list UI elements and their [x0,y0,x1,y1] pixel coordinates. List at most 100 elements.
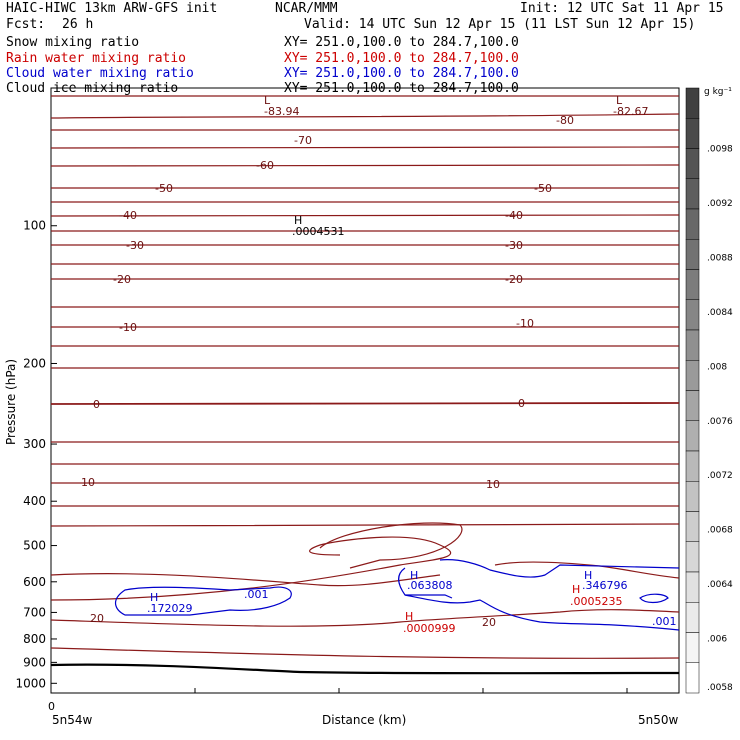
field-snow-name: Snow mixing ratio [6,35,140,50]
colorbar-segment [685,360,700,391]
temp-label: -50 [155,182,173,195]
temp-label: -20 [113,273,131,286]
temp-label: -60 [256,159,274,172]
colorbar-unit: g kg⁻¹ [704,87,732,97]
colorbar-segment [685,118,700,149]
colorbar-segment [685,329,700,361]
colorbar-segment [685,208,700,240]
contour-line [50,402,680,405]
temp-label: -30 [505,239,523,252]
colorbar-segment [685,178,700,210]
snow-max-label: .0004531 [292,225,345,238]
y-tick-label: 1000 [15,676,46,690]
colorbar-segment [685,662,700,694]
y-tick-label: 200 [23,356,46,370]
colorbar-segment [685,602,700,633]
x-axis-title: Distance (km) [322,713,406,727]
org-label: NCAR/MMM [275,1,338,16]
terrain-line [50,663,680,675]
cloud-contour [439,559,680,578]
colorbar-label: .0084 [707,308,733,318]
temp-label: -83.94 [264,105,299,118]
plot-frame [50,87,680,694]
cloud-max-label: .063808 [407,579,453,592]
temperature-contours [50,95,680,659]
contour-line [50,113,680,119]
y-tick-label: 700 [23,605,46,619]
field-snow-xy: XY= 251.0,100.0 to 284.7,100.0 [284,35,519,50]
colorbar: .0098 .0092 .0088 .0084 .008 .0076 .0072 .0068.… [685,87,733,694]
field-rain-xy: XY= 251.0,100.0 to 284.7,100.0 [284,51,519,66]
field-cloudwater-name: Cloud water mixing ratio [6,66,194,81]
contour-line [50,573,441,587]
low-marker: L [264,94,271,107]
colorbar-segment [685,450,700,482]
colorbar-segment [685,481,700,512]
colorbar-label: .0076 [707,417,733,427]
contour-line [50,164,680,167]
y-tick-label: 600 [23,575,46,589]
y-tick-label: 800 [23,632,46,646]
y-axis-title: Pressure (hPa) [4,359,18,445]
cloud-contour [639,593,669,604]
rain-max-label: .0005235 [570,595,623,608]
field-annotations: H .0004531 H .172029 H .063808 H .346796… [147,214,677,635]
colorbar-label: .0064 [707,580,733,590]
cloud-contour [115,586,292,616]
cloud-contour-label: .001 [244,588,269,601]
colorbar-label: .0092 [707,199,733,209]
high-marker: H [584,569,592,582]
colorbar-segment [685,571,700,603]
contour-line [50,523,680,527]
temp-label: -80 [556,114,574,127]
temp-label: -30 [126,239,144,252]
y-tick-label: 900 [23,655,46,669]
field-cloudwater-xy: XY= 251.0,100.0 to 284.7,100.0 [284,66,519,81]
y-tick-label: 100 [23,219,46,233]
colorbar-label: .0068 [707,526,733,536]
temp-label: -50 [534,182,552,195]
colorbar-label: .006 [707,635,727,645]
colorbar-segment [685,87,700,119]
high-marker: H [410,569,418,582]
low-marker: L [616,94,623,107]
temp-label: -40 [505,209,523,222]
high-marker: H [294,214,302,227]
high-marker: H [150,591,158,604]
colorbar-segment [685,390,700,421]
cloud-water-contours [115,559,680,631]
temp-label: 10 [486,478,500,491]
contour-line [319,522,463,569]
contour-line [50,647,680,659]
x-right-label: 5n50w [638,713,679,727]
contour-line [50,145,680,149]
colorbar-segment [685,148,700,179]
temp-label: -20 [505,273,523,286]
colorbar-label: .0088 [707,253,733,263]
colorbar-label: .0058 [707,683,733,693]
contour-line [50,609,680,627]
field-rain-name: Rain water mixing ratio [6,51,187,66]
colorbar-label: .0098 [707,145,733,155]
temp-label: -40 [119,209,137,222]
temp-label: 20 [90,612,104,625]
y-tick-label: 500 [23,539,46,553]
temp-label: 0 [518,397,525,410]
colorbar-label: .0072 [707,471,733,481]
colorbar-segment [685,541,700,573]
init-time: Init: 12 UTC Sat 11 Apr 15 [520,1,724,16]
cloud-contour-label: .001 [652,615,677,628]
temp-label: 20 [482,616,496,629]
contour-line [50,214,680,217]
colorbar-segment [685,239,700,270]
colorbar-segment [685,511,700,542]
colorbar-segment [685,420,700,452]
cloud-contour [398,567,680,631]
temp-label: -10 [516,317,534,330]
x-left-label: 5n54w [52,713,93,727]
cloud-max-label: .346796 [582,579,628,592]
cloud-contour [405,594,453,599]
colorbar-segment [685,299,700,331]
colorbar-label: .008 [707,362,727,372]
high-marker: H [405,610,413,623]
